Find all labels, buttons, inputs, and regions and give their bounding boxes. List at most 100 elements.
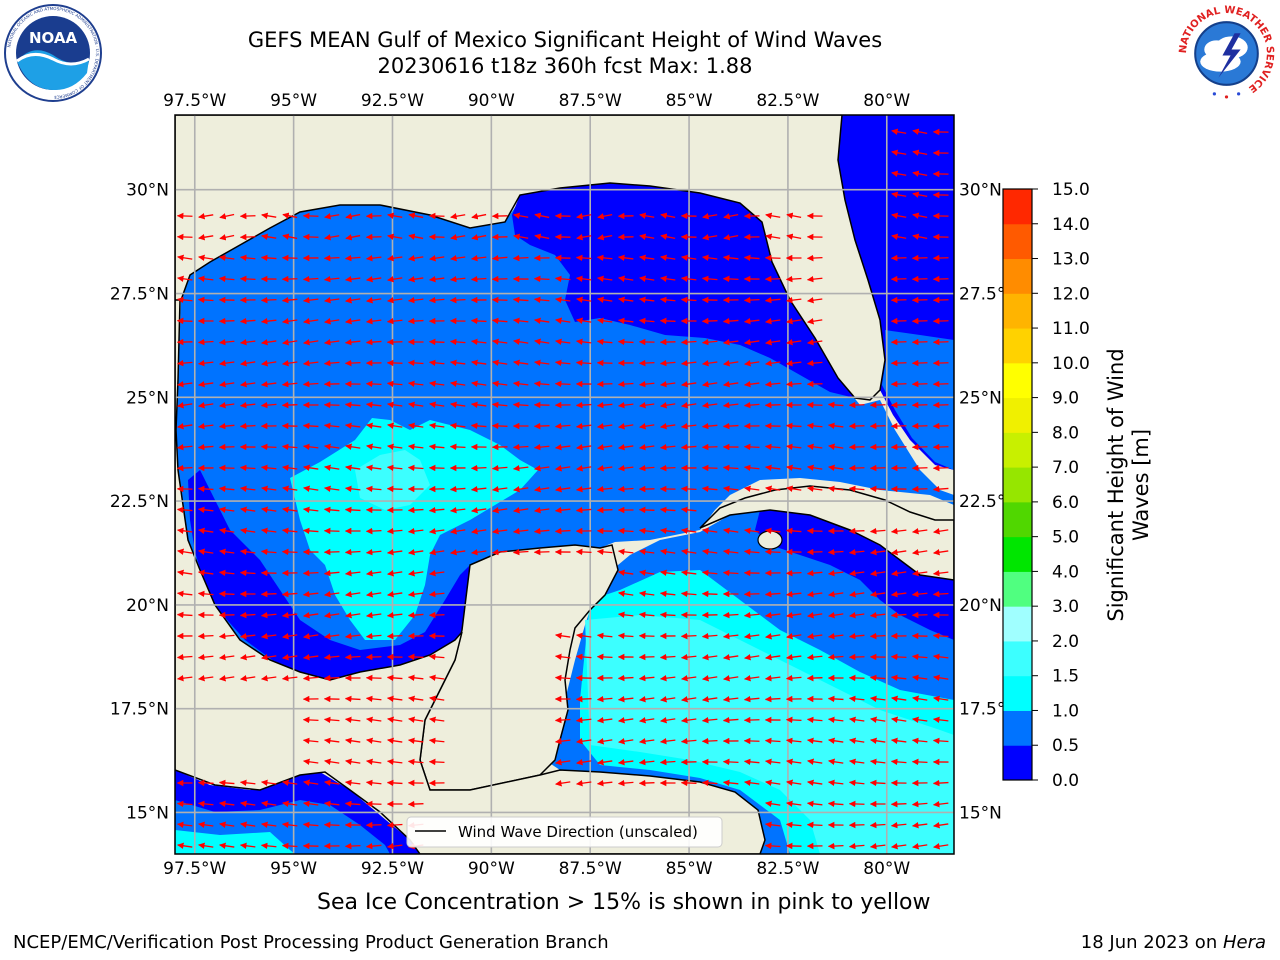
wave-direction-arrow (576, 338, 592, 346)
wave-direction-arrow (827, 401, 844, 409)
colorbar-segment (1003, 189, 1032, 225)
wave-direction-arrow (576, 485, 592, 493)
wave-direction-arrow (429, 569, 445, 577)
wave-direction-arrow (576, 759, 592, 766)
wave-direction-arrow (218, 422, 235, 430)
colorbar-tick-label: 0.5 (1052, 736, 1079, 756)
wave-direction-arrow (680, 506, 697, 514)
wave-direction-arrow (282, 233, 298, 240)
wave-direction-arrow (912, 695, 928, 702)
wave-direction-arrow (302, 737, 319, 745)
wave-direction-arrow (260, 842, 277, 850)
wave-direction-arrow (639, 423, 655, 430)
wave-direction-arrow (764, 254, 781, 262)
wave-direction-arrow (428, 506, 445, 514)
wave-direction-arrow (933, 528, 949, 535)
lon-tick-label-bottom: 85°W (666, 859, 713, 879)
lon-tick-label-top: 95°W (270, 91, 317, 111)
wave-direction-arrow (492, 359, 508, 366)
wave-direction-arrow (387, 570, 403, 577)
wave-direction-arrow (408, 695, 424, 702)
wave-direction-arrow (324, 464, 340, 471)
land-cuba (699, 485, 954, 581)
wave-direction-arrow (324, 779, 340, 787)
wave-direction-arrow (597, 716, 613, 724)
wave-direction-arrow (429, 422, 445, 430)
wave-direction-arrow (303, 612, 319, 619)
wave-direction-arrow (617, 548, 634, 556)
wave-direction-arrow (261, 674, 277, 682)
wave-direction-arrow (239, 212, 256, 220)
wave-direction-arrow (638, 317, 655, 325)
wave-direction-arrow (282, 779, 298, 786)
wave-direction-arrow (890, 380, 907, 388)
wave-direction-arrow (723, 234, 739, 241)
wave-direction-arrow (680, 737, 697, 745)
wave-direction-arrow (282, 633, 298, 640)
wave-direction-arrow (176, 359, 193, 367)
wave-direction-arrow (176, 317, 193, 325)
wave-direction-arrow (240, 485, 256, 493)
land-central-america (175, 115, 766, 854)
wave-direction-arrow (429, 275, 445, 283)
wave-direction-arrow (239, 422, 256, 430)
wave-direction-arrow (659, 317, 676, 325)
wave-direction-arrow (890, 296, 907, 304)
wave-direction-arrow (638, 464, 655, 472)
wave-direction-arrow (806, 674, 823, 682)
wave-direction-arrow (429, 549, 445, 556)
wave-direction-arrow (701, 590, 718, 598)
wave-direction-arrow (680, 632, 697, 640)
wave-direction-arrow (870, 548, 886, 556)
wave-direction-arrow (303, 318, 319, 325)
wave-direction-arrow (744, 779, 760, 787)
wave-direction-arrow (722, 632, 739, 640)
colorbar-tick-label: 2.0 (1052, 632, 1079, 652)
wave-direction-arrow (912, 191, 928, 198)
wave-direction-arrow (932, 653, 949, 661)
wave-direction-arrow (470, 338, 487, 346)
wave-direction-arrow (554, 674, 571, 682)
wave-direction-arrow (576, 737, 592, 745)
wave-direction-arrow (198, 527, 214, 534)
wave-direction-arrow (638, 611, 655, 619)
wave-direction-arrow (177, 527, 193, 535)
wave-direction-arrow (827, 695, 844, 703)
wave-direction-arrow (555, 338, 571, 346)
wave-direction-arrow (681, 402, 697, 409)
wave-direction-arrow (407, 359, 424, 367)
wave-direction-arrow (261, 339, 277, 346)
wave-direction-arrow (617, 380, 634, 388)
wave-direction-arrow (471, 401, 487, 409)
wave-direction-arrow (176, 800, 193, 808)
wave-direction-arrow (407, 611, 424, 619)
wave-direction-arrow (702, 254, 718, 262)
wave-direction-arrow (743, 464, 760, 472)
wave-direction-arrow (618, 296, 634, 303)
wave-direction-arrow (240, 654, 256, 661)
wave-direction-arrow (828, 737, 844, 744)
wave-direction-arrow (764, 737, 781, 745)
wave-direction-arrow (681, 254, 697, 261)
wave-direction-arrow (786, 212, 802, 219)
wave-direction-arrow (387, 591, 403, 598)
wave-direction-arrow (408, 590, 424, 598)
wave-direction-arrow (219, 800, 235, 808)
wave-direction-arrow (828, 443, 844, 450)
wave-direction-arrow (765, 485, 781, 492)
wave-direction-arrow (239, 317, 256, 325)
wave-direction-arrow (176, 590, 193, 598)
wave-direction-arrow (933, 674, 949, 681)
wave-direction-arrow (324, 632, 340, 640)
wave-direction-arrow (408, 212, 424, 219)
wave-direction-arrow (471, 380, 487, 387)
chart-title: GEFS MEAN Gulf of Mexico Significant Hei… (247, 28, 883, 52)
wave-direction-arrow (344, 506, 361, 514)
wave-direction-arrow (513, 507, 529, 514)
wave-direction-arrow (870, 570, 886, 577)
wave-direction-arrow (534, 212, 550, 219)
wave-direction-arrow (890, 317, 907, 325)
wave-direction-arrow (639, 569, 655, 576)
wave-direction-arrow (869, 401, 886, 409)
wave-direction-arrow (198, 213, 214, 220)
